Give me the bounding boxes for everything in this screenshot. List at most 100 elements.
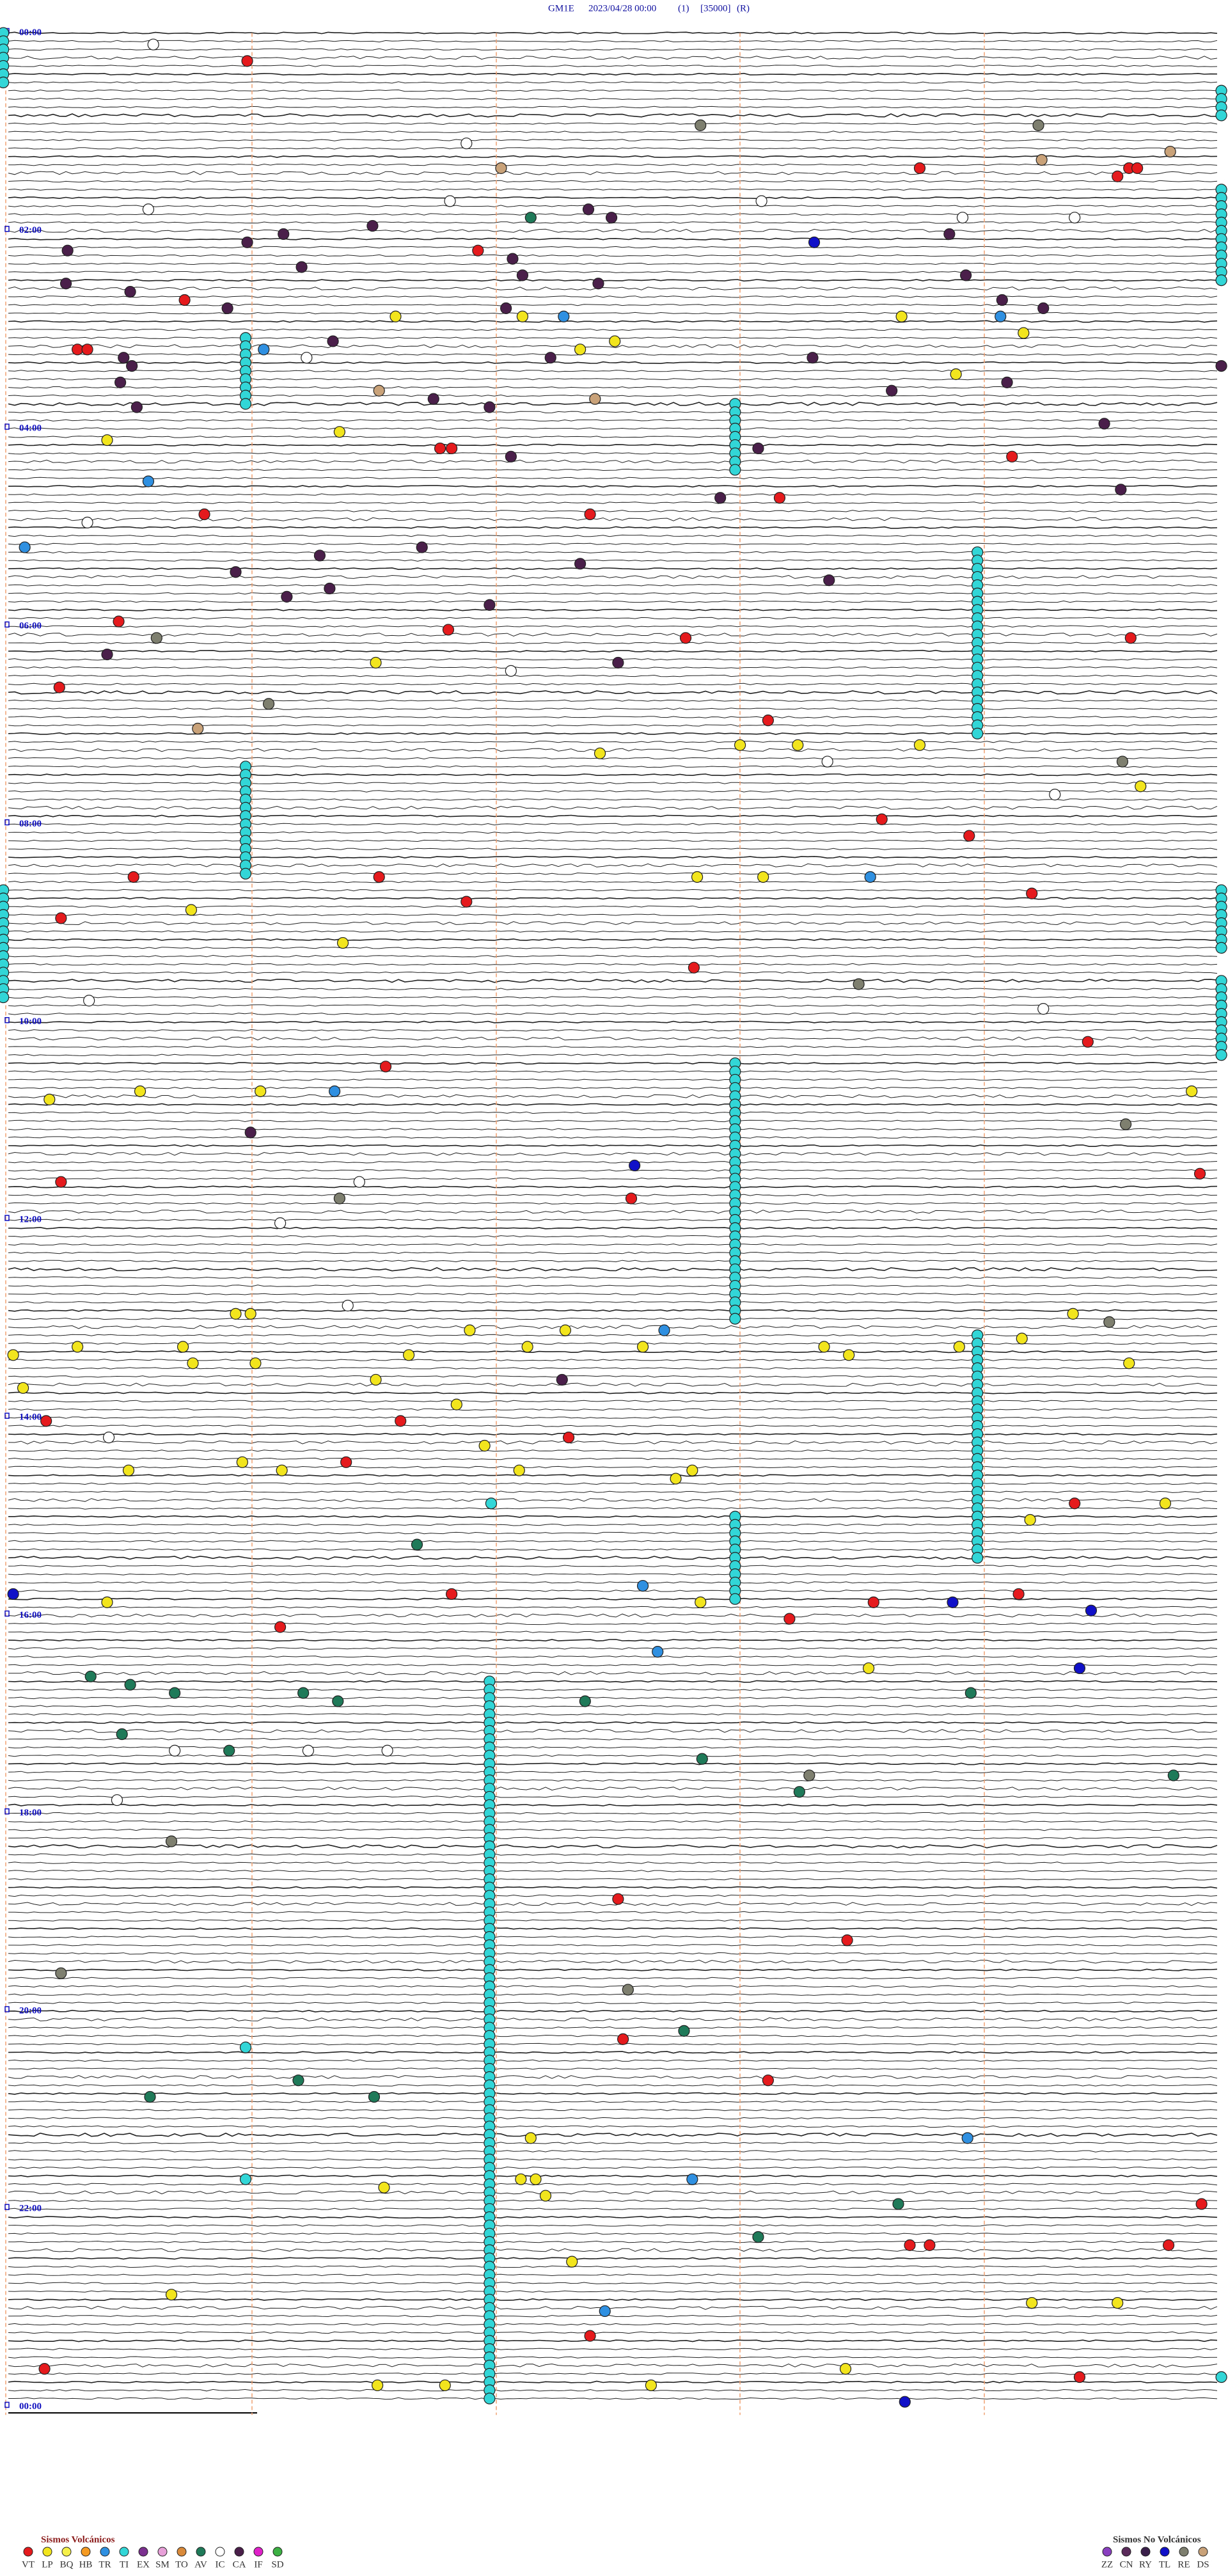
trace [8, 1243, 1218, 1246]
trace [8, 196, 1218, 200]
trace [8, 674, 1218, 677]
legend-marker [1102, 2547, 1112, 2557]
event-marker [130, 401, 143, 413]
event-marker [867, 1596, 879, 1608]
trace [8, 72, 1218, 76]
trace [8, 312, 1218, 315]
trace [8, 1803, 1218, 1806]
trace [8, 889, 1218, 892]
legend-label: IF [254, 2559, 262, 2570]
trace [8, 1111, 1218, 1114]
event-marker [1006, 450, 1018, 462]
event-marker [478, 1439, 491, 1452]
event-marker [416, 541, 428, 553]
event-marker [524, 212, 537, 224]
trace [8, 1474, 1217, 1477]
trace [8, 122, 1218, 125]
trace [8, 2224, 1218, 2227]
legend-marker [1140, 2547, 1151, 2557]
event-marker [1162, 2239, 1175, 2251]
legend-marker [42, 2547, 52, 2557]
event-marker [843, 1349, 855, 1361]
event-marker [515, 2173, 527, 2185]
event-marker [445, 442, 458, 455]
event-marker [484, 599, 496, 611]
hour-tick [4, 2401, 10, 2408]
trace [8, 805, 1218, 810]
trace [8, 1779, 1218, 1782]
event-marker [1012, 1588, 1025, 1600]
event-marker [373, 384, 385, 397]
trace [8, 1432, 1218, 1436]
trace [8, 1573, 1218, 1576]
trace [8, 402, 1218, 406]
event-marker [1164, 145, 1176, 158]
trace [8, 823, 1218, 826]
event-marker [239, 2041, 252, 2053]
event-marker [892, 2198, 904, 2210]
event-marker [807, 352, 819, 364]
event-marker [278, 228, 290, 241]
trace [8, 988, 1218, 990]
event-marker [972, 1552, 984, 1564]
event-marker [72, 1341, 84, 1353]
trace [8, 2150, 1218, 2153]
event-marker [964, 1687, 977, 1699]
trace [8, 1094, 1218, 1098]
event-marker [808, 236, 821, 248]
event-marker [516, 310, 529, 322]
legend-marker [1179, 2547, 1189, 2557]
event-marker [599, 2305, 611, 2318]
event-marker [995, 310, 1007, 322]
event-marker [729, 464, 741, 476]
trace [8, 716, 1218, 718]
event-marker [292, 2074, 304, 2087]
event-marker [729, 1313, 741, 1325]
event-marker [0, 76, 10, 88]
trace [8, 1367, 1217, 1370]
legend-marker [138, 2547, 148, 2557]
trace [8, 205, 1218, 207]
trace [8, 1927, 1218, 1931]
hour-label: 20:00 [19, 2005, 42, 2016]
event-marker [792, 739, 804, 751]
trace [8, 1103, 1218, 1106]
event-marker [899, 2396, 911, 2408]
hour-tick [4, 1610, 10, 1617]
event-marker [101, 434, 113, 446]
event-marker [1067, 1308, 1079, 1320]
trace [8, 724, 1218, 727]
event-marker [1103, 1316, 1115, 1328]
trace [8, 394, 1218, 397]
event-marker [864, 871, 876, 883]
hour-label: 16:00 [19, 1610, 42, 1620]
trace [8, 477, 1217, 480]
event-marker [1016, 1332, 1028, 1345]
event-marker [144, 2090, 156, 2103]
trace [8, 905, 1218, 908]
trace [8, 1284, 1218, 1287]
event-marker [1035, 154, 1048, 166]
trace [8, 1070, 1218, 1073]
event-marker [1193, 1167, 1206, 1180]
trace [8, 2059, 1218, 2062]
event-marker [584, 508, 596, 521]
event-marker [924, 2239, 936, 2251]
event-marker [373, 871, 385, 883]
trace [8, 2017, 1218, 2021]
trace [8, 1219, 1218, 1221]
trace [8, 1613, 1218, 1618]
event-marker [379, 1061, 392, 1073]
event-marker [755, 195, 767, 207]
trace [8, 1985, 1218, 1988]
event-marker [1215, 942, 1227, 954]
trace [8, 411, 1218, 414]
event-marker [839, 2363, 852, 2375]
event-marker [594, 747, 606, 759]
event-marker [1098, 418, 1110, 430]
event-marker [124, 286, 136, 298]
event-marker [589, 393, 601, 405]
event-marker [333, 426, 345, 438]
event-marker [7, 1588, 19, 1600]
trace [8, 542, 1218, 546]
